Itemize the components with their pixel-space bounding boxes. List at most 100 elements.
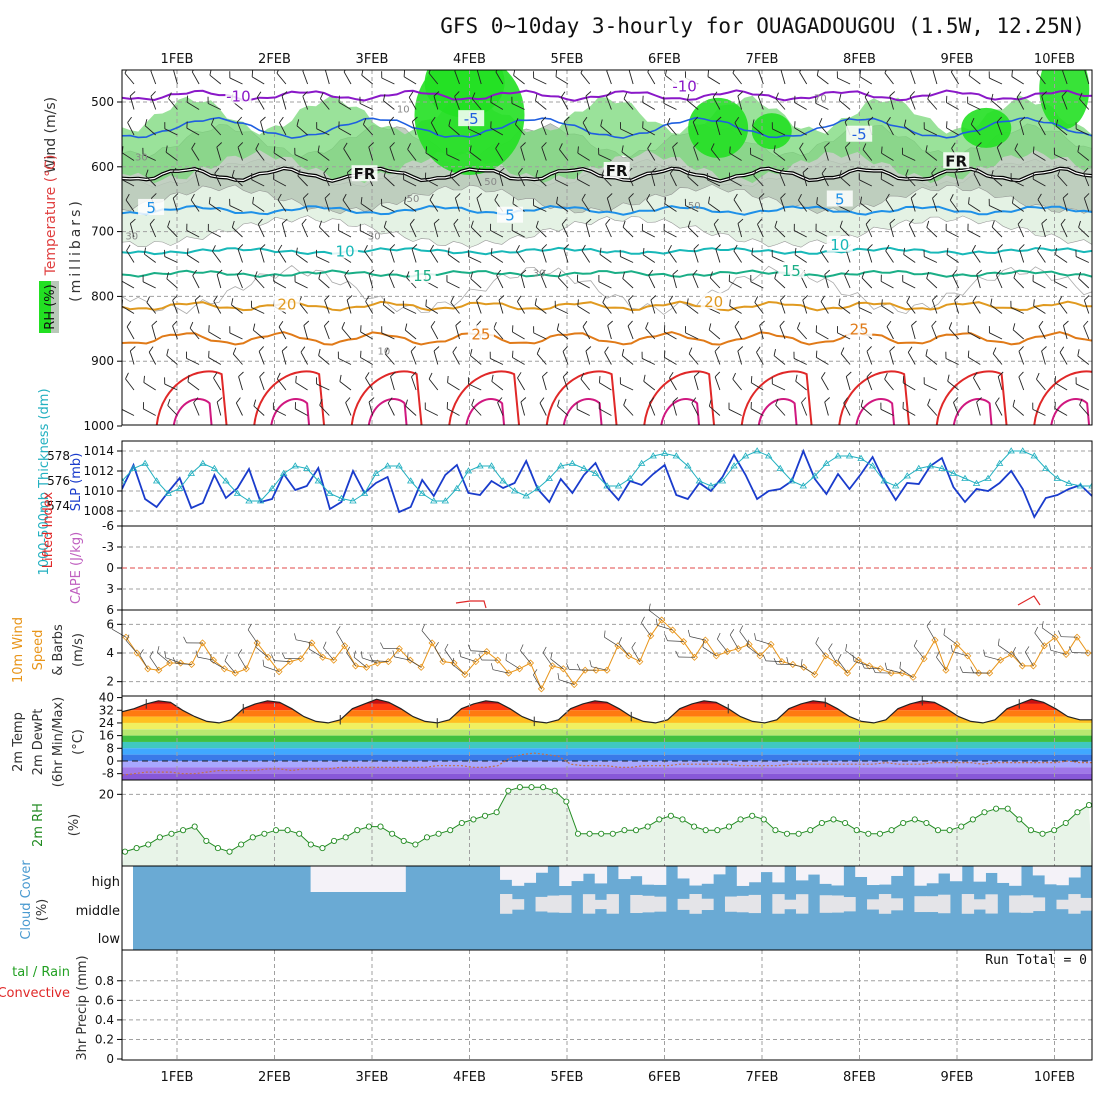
wind-barb-staff	[454, 96, 460, 110]
temp-color-band	[122, 710, 1092, 717]
isotherm-line	[122, 331, 1092, 346]
wind-barb-flag	[126, 634, 130, 642]
rh-2m-marker	[563, 798, 570, 805]
wind-barb	[995, 397, 1003, 416]
wind-barb-staff	[1018, 351, 1025, 365]
wind-barb-flag	[997, 244, 1003, 250]
cloud-high-gap	[334, 866, 347, 892]
wind-barb-staff	[926, 227, 938, 238]
thickness-marker	[557, 462, 565, 469]
wind-barb	[885, 244, 894, 263]
wind-barb	[125, 193, 135, 212]
wind-barb-flag	[449, 169, 453, 177]
wind-barb-flag	[316, 122, 318, 129]
wind-barb-staff	[947, 380, 959, 391]
rh-2m-marker	[249, 834, 256, 841]
rh-2m-fill	[122, 787, 1092, 866]
wind-barb-staff	[171, 172, 178, 187]
rh-2m-marker	[342, 834, 349, 841]
wind-barb	[281, 218, 288, 238]
wind-barb	[866, 371, 873, 391]
wind-barb	[606, 193, 613, 212]
wind-barb	[171, 167, 178, 187]
wind-barb	[968, 197, 981, 212]
wind-barb-flag	[229, 198, 231, 206]
wind-barb-staff	[216, 274, 222, 289]
wind-barb	[300, 346, 308, 365]
wind-barb-flag	[779, 320, 785, 327]
rh-2m-marker	[725, 823, 733, 830]
rh-2m-marker	[214, 845, 221, 852]
wind-barb-staff	[381, 205, 395, 212]
wind-barb-staff	[323, 647, 334, 661]
wind-barb-staff	[1057, 175, 1068, 187]
wind-speed-marker	[166, 659, 174, 667]
wind-barb-staff	[622, 226, 634, 238]
wind-barb-staff	[967, 102, 981, 110]
wind-barb	[649, 397, 656, 416]
thickness-marker	[187, 469, 195, 476]
wind-barb-flag	[631, 641, 636, 648]
wind-barb	[967, 223, 981, 238]
wind-barb-flag	[556, 196, 559, 204]
bottom-date-label: 2FEB	[258, 1070, 291, 1085]
wind-barb-flag	[190, 193, 195, 201]
wind-barb-flag	[237, 142, 244, 148]
wind-barb	[666, 118, 677, 136]
wind-barb	[208, 196, 222, 212]
wind-barb-staff	[430, 122, 439, 136]
wind-barb-staff	[1075, 256, 1089, 263]
wind-barb-flag	[446, 275, 448, 282]
wind-barb-10m	[746, 639, 761, 657]
wind-barb	[383, 94, 395, 110]
wind-barb-flag	[294, 147, 296, 155]
wind-barb-flag	[733, 244, 738, 252]
wind-barb	[471, 398, 482, 416]
wind-speed-marker	[209, 656, 218, 664]
thickness-marker	[1019, 447, 1027, 454]
wind-barb	[469, 348, 482, 365]
wind-barb	[1075, 122, 1089, 136]
wind-barb	[237, 142, 244, 161]
wind-barb	[302, 91, 309, 110]
wind-barb-staff	[533, 674, 542, 689]
wind-barb	[1032, 172, 1046, 187]
wind-barb	[495, 142, 504, 161]
wind-barb-flag	[628, 193, 634, 199]
axis-tick-label: 0	[106, 1052, 114, 1066]
wind-barb-flag	[257, 218, 263, 225]
wind-barb-staff	[125, 199, 135, 212]
isotherm-loop-inner	[757, 398, 798, 425]
wind-barb-flag	[146, 296, 151, 303]
wind-barb-staff	[403, 307, 417, 314]
wind-barb	[258, 346, 265, 365]
wind-barb-staff	[1032, 281, 1046, 289]
wind-barb-staff	[209, 74, 222, 85]
rh-2m-marker	[145, 841, 152, 848]
wind-barb	[520, 397, 527, 416]
wind-barb-staff	[533, 77, 547, 85]
wind-barb-staff	[319, 226, 330, 238]
wind-barb	[144, 119, 156, 136]
wind-barb-flag	[666, 118, 671, 125]
wind-barb-staff	[144, 125, 156, 136]
wind-barb	[881, 299, 894, 314]
wind-barb	[533, 71, 547, 85]
wind-barb-staff	[815, 643, 826, 657]
isotherm-loop-inner	[270, 398, 311, 425]
wind-barb	[753, 169, 764, 187]
wind-barb-10m	[1049, 643, 1067, 655]
wind-barb	[926, 271, 938, 289]
wind-barb-staff	[714, 376, 721, 391]
wind-barb-staff	[774, 278, 786, 289]
wind-barb-staff	[389, 249, 395, 263]
wind-barb	[1078, 220, 1090, 238]
wind-barb	[824, 397, 831, 416]
wind-barb-staff	[421, 630, 433, 644]
wind-barb-staff	[476, 300, 482, 314]
rh-2m-marker	[551, 787, 558, 794]
wind-barb-flag	[926, 620, 931, 627]
top-date-label: 6FEB	[648, 52, 681, 67]
wind-barb	[409, 218, 417, 238]
